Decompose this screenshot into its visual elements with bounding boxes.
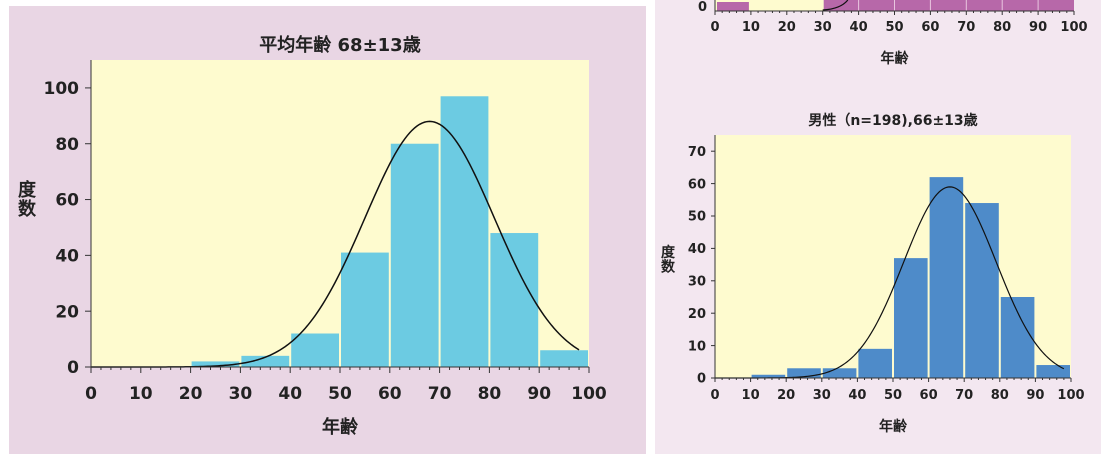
male-x-tick-label-50: 50: [884, 388, 902, 403]
male-x-tick-label-70: 70: [955, 388, 973, 403]
left-bar-40-50: [291, 333, 339, 367]
male-x-axis-label: 年齢: [879, 418, 908, 435]
male-x-tick-label-20: 20: [777, 388, 795, 403]
top-chart-x-tick-label-10: 10: [742, 20, 760, 35]
top-chart-x-tick-label-30: 30: [814, 20, 832, 35]
left-x-tick-label-20: 20: [179, 384, 203, 404]
left-y-axis-label: 度数: [18, 179, 37, 220]
top-chart-x-tick-label-90: 90: [1029, 20, 1047, 35]
male-bar-10-20: [751, 374, 786, 378]
male-bar-50-60: [894, 258, 928, 378]
male-y-tick-label-30: 30: [688, 274, 706, 289]
top-chart-bar-30-100: [823, 0, 1074, 11]
male-x-tick-label-10: 10: [742, 388, 760, 403]
male-y-tick-label-40: 40: [688, 242, 706, 257]
left-x-tick-label-80: 80: [478, 384, 502, 404]
left-x-tick-label-40: 40: [278, 384, 302, 404]
male-y-tick-label-0: 0: [697, 372, 706, 387]
male-x-tick-label-40: 40: [848, 388, 866, 403]
male-y-tick-label-50: 50: [688, 210, 706, 225]
left-y-tick-label-20: 20: [55, 302, 79, 322]
male-bar-30-40: [822, 368, 857, 378]
male-y-tick-label-10: 10: [688, 339, 706, 354]
left-y-tick-label-80: 80: [55, 135, 79, 155]
left-bar-70-80: [440, 96, 489, 368]
histogram-all-ages: 0 10 20 30 40 50 60 70 80 90 100 0 20 40 60 80 100 平均年齢 6…: [9, 6, 646, 454]
male-bar-40-50: [858, 348, 892, 378]
male-title: 男性（n=198),66±13歳: [808, 112, 977, 129]
top-chart-x-axis-label: 年齢: [881, 50, 910, 67]
left-y-tick-label-0: 0: [67, 358, 79, 378]
right-chart-panel: 0 10 20 30 40 50 60 70 80 90 100 0 年齢 0 10 20 30 40 50 60 70…: [655, 0, 1101, 454]
left-title: 平均年齢 68±13歳: [259, 34, 420, 56]
male-x-tick-label-30: 30: [813, 388, 831, 403]
left-bar-60-70: [390, 143, 439, 367]
left-bar-90-100: [540, 350, 588, 367]
top-chart-bar-0-10: [717, 2, 749, 11]
left-chart-panel: 0 10 20 30 40 50 60 70 80 90 100 0 20 40 60 80 100 平均年齢 6…: [9, 6, 646, 454]
top-chart-x-tick-label-60: 60: [921, 20, 939, 35]
male-y-tick-label-70: 70: [688, 145, 706, 160]
left-x-tick-label-70: 70: [428, 384, 452, 404]
male-x-tick-label-100: 100: [1057, 388, 1084, 403]
left-x-tick-label-60: 60: [378, 384, 402, 404]
male-x-tick-label-90: 90: [1026, 388, 1044, 403]
left-bar-30-40: [241, 355, 290, 367]
male-y-axis-label: 度数: [661, 244, 676, 276]
male-y-tick-label-60: 60: [688, 177, 706, 192]
top-chart-x-tick-label-20: 20: [778, 20, 796, 35]
left-x-tick-label-30: 30: [229, 384, 253, 404]
male-bar-60-70: [929, 177, 964, 378]
top-chart-x-tick-label-50: 50: [885, 20, 903, 35]
left-y-tick-label-40: 40: [55, 246, 79, 266]
male-bar-20-30: [787, 368, 821, 378]
male-y-tick-label-20: 20: [688, 307, 706, 322]
male-bar-70-80: [965, 203, 999, 378]
top-chart-x-tick-label-80: 80: [993, 20, 1011, 35]
left-y-tick-label-60: 60: [55, 191, 79, 211]
left-x-tick-label-50: 50: [328, 384, 352, 404]
male-x-tick-label-60: 60: [920, 388, 938, 403]
top-chart-x-tick-label-70: 70: [957, 20, 975, 35]
left-x-tick-label-0: 0: [85, 384, 97, 404]
left-bar-50-60: [341, 252, 389, 367]
male-x-tick-label-80: 80: [991, 388, 1009, 403]
top-chart-normal-curve: [822, 0, 849, 11]
top-chart-x-tick-label-100: 100: [1060, 20, 1087, 35]
left-x-tick-label-90: 90: [527, 384, 551, 404]
top-chart-x-tick-label-40: 40: [850, 20, 868, 35]
left-y-tick-label-100: 100: [44, 79, 80, 99]
male-x-tick-label-0: 0: [710, 388, 719, 403]
left-x-axis-label: 年齢: [322, 416, 359, 438]
left-bar-20-30: [191, 361, 240, 367]
top-chart-x-tick-label-0: 0: [710, 20, 719, 35]
left-x-tick-label-100: 100: [571, 384, 607, 404]
left-x-tick-label-10: 10: [129, 384, 153, 404]
top-chart-y-tick-label-0: 0: [698, 0, 707, 15]
left-bar-80-90: [490, 233, 539, 367]
male-bar-80-90: [1000, 297, 1035, 378]
male-bar-90-100: [1036, 365, 1070, 378]
